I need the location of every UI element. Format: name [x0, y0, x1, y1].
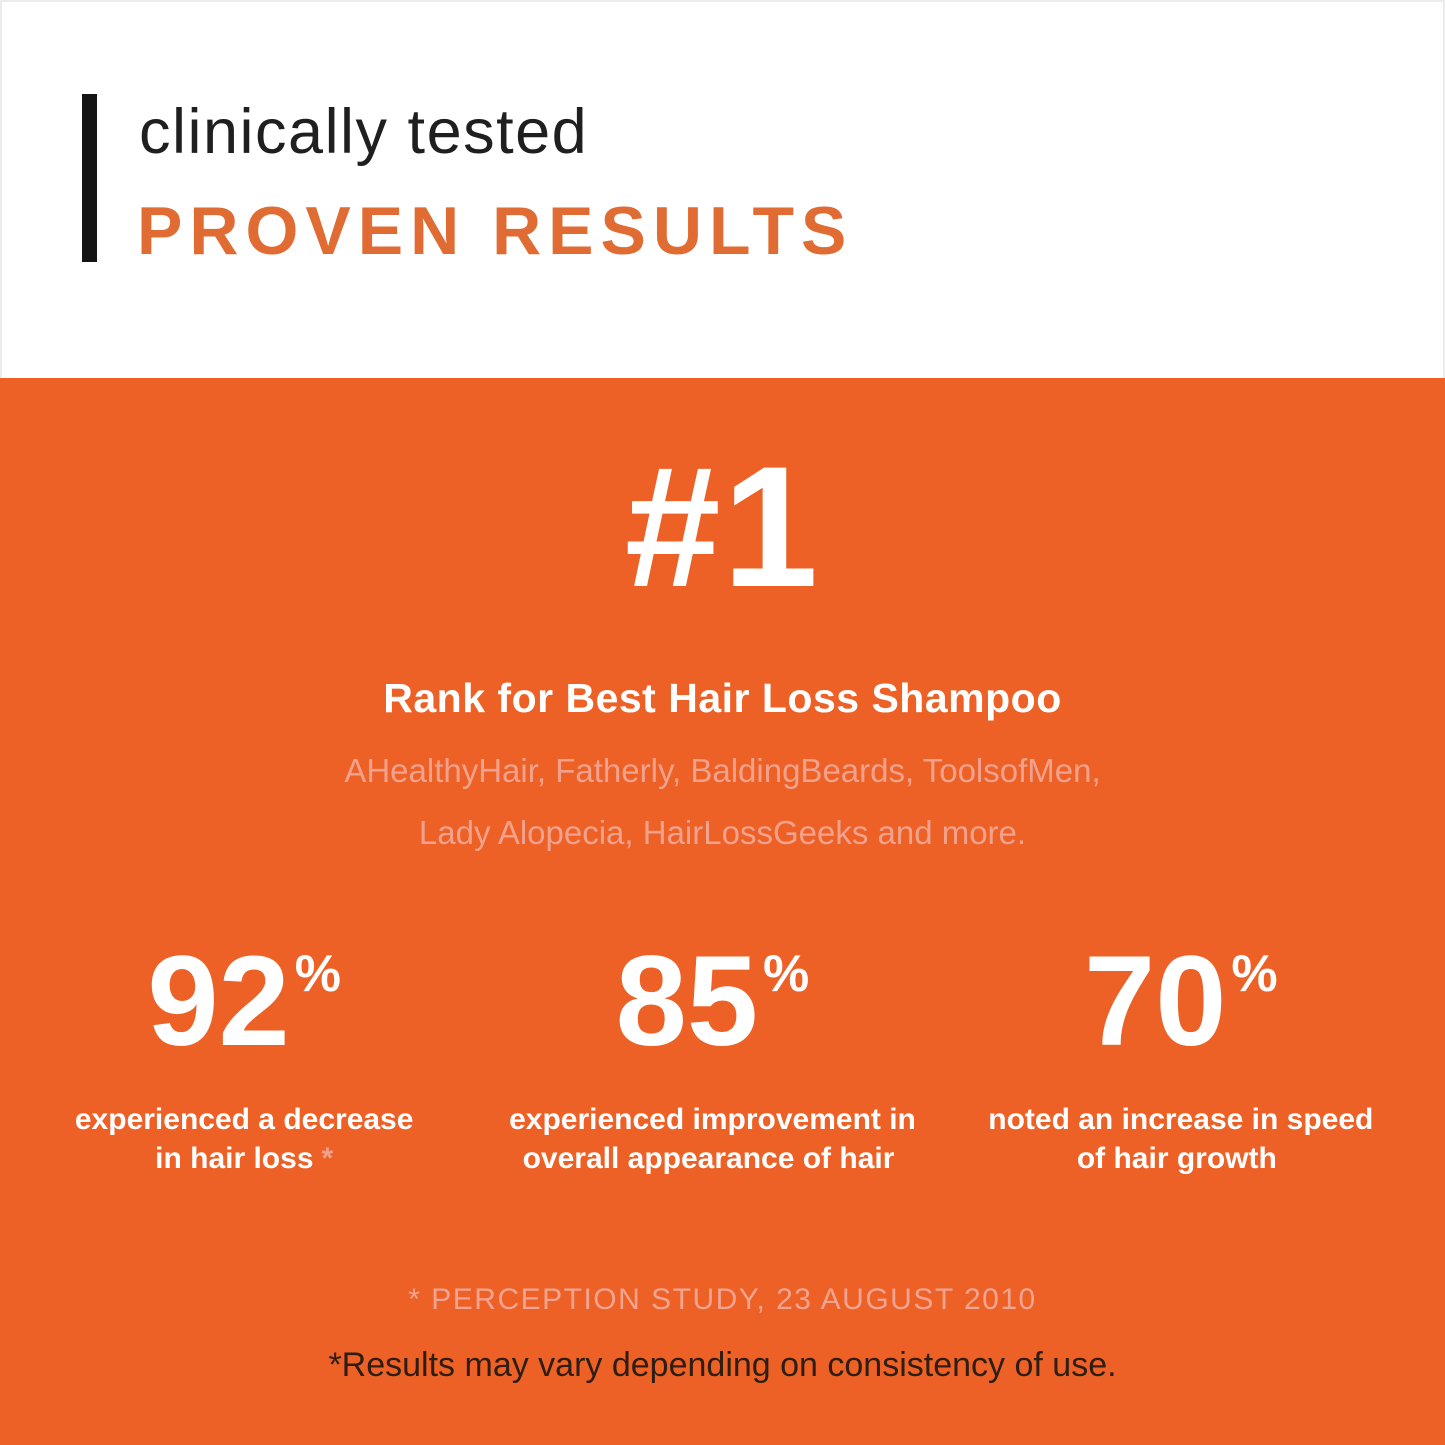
eyebrow-text: clinically tested — [139, 97, 589, 167]
stat-caption-line1: experienced improvement in — [509, 1103, 916, 1136]
stat-caption: experienced improvement in overall appea… — [478, 1100, 946, 1178]
page-title: PROVEN RESULTS — [137, 193, 854, 269]
percent-sign: % — [294, 945, 341, 1003]
results-disclaimer: *Results may vary depending on consisten… — [328, 1346, 1117, 1384]
stat-caption: noted an increase in speed of hair growt… — [947, 1100, 1415, 1178]
stat-number-text: 70 — [1084, 930, 1227, 1073]
stat-caption: experienced a decrease in hair loss * — [10, 1100, 478, 1178]
stat-caption-line2: of hair growth — [1076, 1142, 1277, 1175]
stat-column-appearance-improvement: 85% experienced improvement in overall a… — [478, 938, 946, 1178]
vertical-accent-bar — [82, 94, 97, 262]
stat-caption-line1: experienced a decrease — [74, 1103, 414, 1136]
stat-caption-line1: noted an increase in speed — [988, 1103, 1374, 1136]
stat-caption-line2: overall appearance of hair — [522, 1142, 895, 1175]
results-panel: #1 Rank for Best Hair Loss Shampoo AHeal… — [0, 378, 1445, 1445]
stat-caption-line2: in hair loss — [155, 1142, 314, 1175]
rank-number: #1 — [624, 431, 821, 623]
stat-value: 92% — [10, 938, 478, 1066]
stat-number-text: 85 — [615, 930, 759, 1073]
stat-value: 85% — [478, 938, 946, 1066]
stat-number-text: 92 — [147, 930, 290, 1073]
percent-sign: % — [763, 945, 810, 1003]
percent-sign: % — [1231, 945, 1278, 1003]
stat-column-growth-speed: 70% noted an increase in speed of hair g… — [947, 938, 1415, 1178]
publisher-list: AHealthyHair, Fatherly, BaldingBeards, T… — [0, 740, 1445, 864]
footnote-asterisk: * — [321, 1142, 334, 1175]
header-section: clinically tested PROVEN RESULTS — [0, 0, 1445, 378]
stats-row: 92% experienced a decrease in hair loss *… — [10, 938, 1415, 1178]
stat-value: 70% — [947, 938, 1415, 1066]
publisher-line-1: AHealthyHair, Fatherly, BaldingBeards, T… — [344, 752, 1101, 789]
rank-title: Rank for Best Hair Loss Shampoo — [383, 675, 1062, 721]
stat-column-decrease-hair-loss: 92% experienced a decrease in hair loss * — [10, 938, 478, 1178]
publisher-line-2: Lady Alopecia, HairLossGeeks and more. — [418, 814, 1027, 851]
study-source-line: * PERCEPTION STUDY, 23 AUGUST 2010 — [408, 1283, 1037, 1316]
